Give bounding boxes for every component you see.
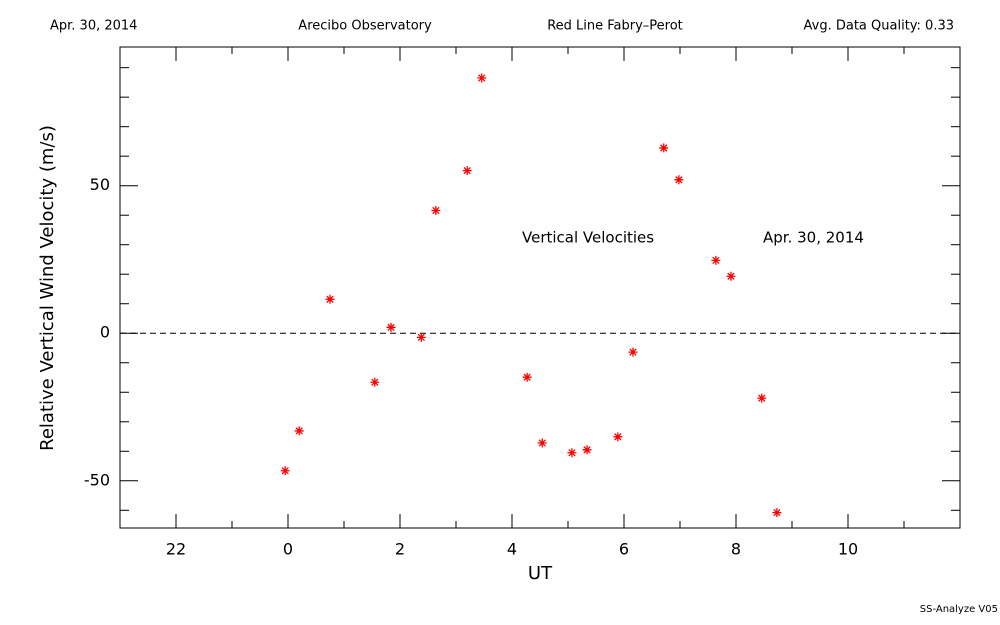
data-point bbox=[674, 175, 684, 185]
data-point bbox=[386, 322, 396, 332]
data-point bbox=[537, 438, 547, 448]
data-point bbox=[711, 255, 721, 265]
data-point bbox=[462, 166, 472, 176]
header-site: Arecibo Observatory bbox=[298, 19, 432, 34]
y-axis-label: Relative Vertical Wind Velocity (m/s) bbox=[37, 125, 58, 451]
x-tick-label: 6 bbox=[619, 540, 629, 559]
x-tick-label: 22 bbox=[166, 540, 186, 559]
data-point bbox=[294, 426, 304, 436]
x-tick-label: 8 bbox=[731, 540, 741, 559]
plot-frame bbox=[119, 46, 961, 529]
data-point bbox=[726, 271, 736, 281]
data-point bbox=[280, 466, 290, 476]
x-tick-label: 4 bbox=[507, 540, 517, 559]
header-instrument: Red Line Fabry–Perot bbox=[547, 19, 683, 34]
annotation: Vertical Velocities bbox=[522, 229, 654, 247]
header-date: Apr. 30, 2014 bbox=[50, 19, 137, 34]
x-axis-label: UT bbox=[528, 563, 553, 584]
annotation: Apr. 30, 2014 bbox=[763, 229, 864, 247]
data-point bbox=[613, 432, 623, 442]
data-point bbox=[522, 372, 532, 382]
data-point bbox=[567, 448, 577, 458]
data-point bbox=[416, 332, 426, 342]
x-tick-label: 2 bbox=[395, 540, 405, 559]
x-tick-label: 0 bbox=[283, 540, 293, 559]
data-point bbox=[659, 143, 669, 153]
y-tick-label: -50 bbox=[84, 470, 110, 489]
y-tick-label: 50 bbox=[90, 175, 110, 194]
data-point bbox=[325, 294, 335, 304]
data-point bbox=[431, 205, 441, 215]
data-point bbox=[772, 508, 782, 518]
header-quality: Avg. Data Quality: 0.33 bbox=[804, 19, 954, 34]
data-point bbox=[370, 377, 380, 387]
data-point bbox=[582, 445, 592, 455]
data-point bbox=[477, 73, 487, 83]
y-tick-label: 0 bbox=[100, 323, 110, 342]
x-tick-label: 10 bbox=[838, 540, 858, 559]
footer: SS-Analyze V05 bbox=[920, 604, 998, 615]
data-point bbox=[628, 347, 638, 357]
data-point bbox=[757, 393, 767, 403]
